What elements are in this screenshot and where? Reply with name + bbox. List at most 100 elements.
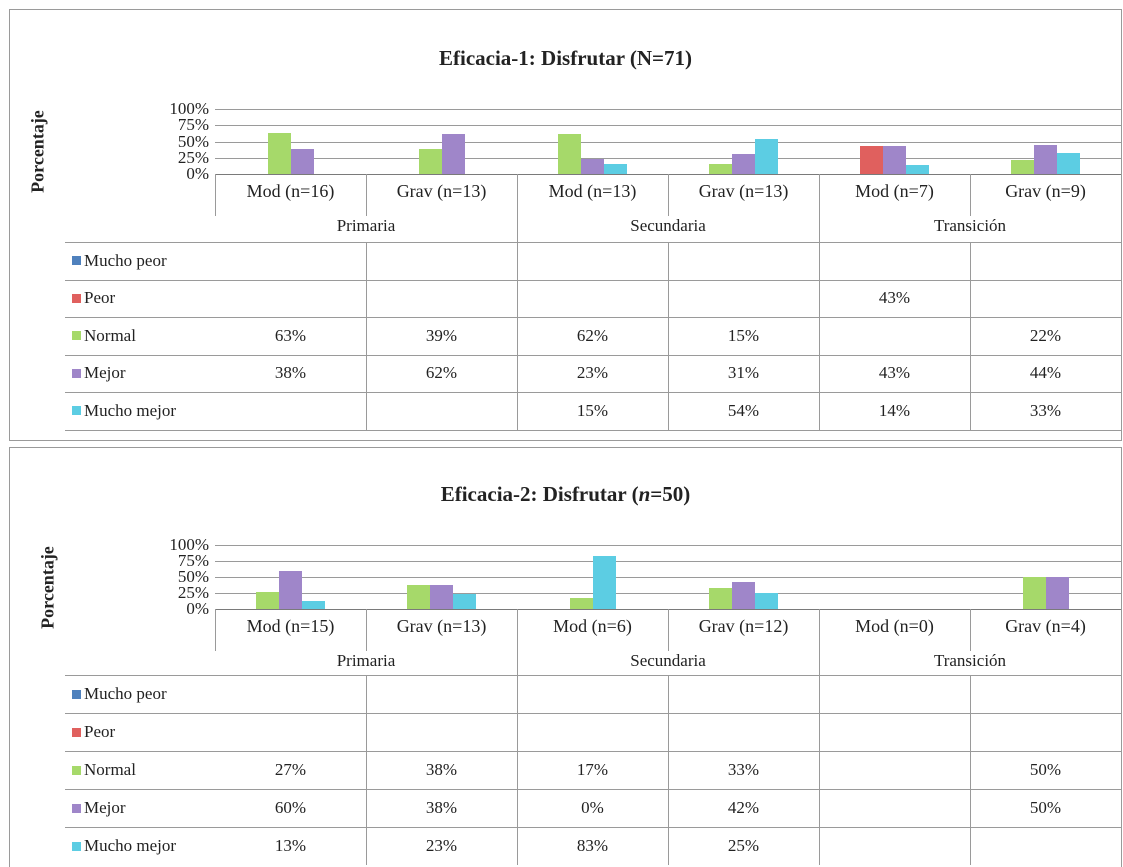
- group-divider: [819, 216, 820, 242]
- data-label: 42%: [727, 798, 760, 817]
- chart-title-italic: n: [638, 482, 651, 506]
- legend-swatch: [72, 406, 81, 416]
- bar-mucho-mejor: [755, 593, 778, 609]
- bar-mejor: [732, 153, 755, 174]
- table-row-line: [65, 317, 1121, 318]
- gridline: [215, 577, 1121, 578]
- chart-panel-2: Eficacia-2: Disfrutar (n=50) Porcentaje 1…: [9, 447, 1122, 867]
- legend-row-label: Peor: [72, 713, 115, 751]
- x-tick-label: Mod (n=16): [246, 181, 335, 201]
- bar-mucho-mejor: [302, 600, 325, 609]
- legend-swatch: [72, 256, 81, 266]
- table-col-line: [517, 242, 518, 430]
- category-divider: [215, 174, 216, 216]
- y-tick-label: 0%: [186, 599, 209, 618]
- bar-mucho-mejor: [906, 164, 929, 174]
- legend-text: Mucho peor: [84, 684, 167, 703]
- table-col-line: [517, 675, 518, 865]
- data-label: 17%: [576, 760, 609, 779]
- gridline: [215, 593, 1121, 594]
- data-label: 43%: [878, 363, 911, 383]
- group-label: Primaria: [336, 651, 396, 670]
- x-tick-label: Mod (n=0): [855, 616, 934, 636]
- category-divider: [970, 174, 971, 216]
- legend-swatch: [72, 331, 81, 341]
- y-tick-label: 100%: [169, 535, 209, 554]
- group-label: Secundaria: [630, 216, 706, 235]
- table-row-line: [65, 789, 1121, 790]
- legend-text: Mucho mejor: [84, 400, 177, 420]
- y-tick-label: 0%: [186, 164, 209, 183]
- data-label: 43%: [878, 288, 911, 308]
- data-label: 50%: [1029, 760, 1062, 779]
- data-label: 14%: [878, 400, 911, 420]
- y-tick-label: 100%: [169, 99, 209, 118]
- table-col-line: [366, 675, 367, 865]
- legend-row-label: Normal: [72, 751, 136, 789]
- x-tick-label: Grav (n=13): [396, 616, 487, 636]
- legend-row-label: Mejor: [72, 789, 126, 827]
- table-col-line: [668, 242, 669, 430]
- legend-text: Normal: [84, 760, 136, 779]
- group-divider: [819, 651, 820, 675]
- x-tick-label: Mod (n=13): [548, 181, 637, 201]
- x-tick-label: Grav (n=13): [698, 181, 789, 201]
- table-row-line: [65, 713, 1121, 714]
- legend-text: Mejor: [84, 798, 126, 817]
- bar-mucho-mejor: [592, 555, 616, 609]
- data-label: 63%: [274, 325, 307, 345]
- legend-swatch: [72, 803, 81, 813]
- x-tick-label: Grav (n=12): [698, 616, 789, 636]
- y-tick-label: 75%: [177, 551, 209, 570]
- legend-row-label: Peor: [72, 280, 115, 318]
- data-label: 38%: [274, 363, 307, 383]
- gridline: [215, 125, 1121, 127]
- data-label: 15%: [727, 325, 760, 345]
- table-col-line: [668, 675, 669, 865]
- bar-normal: [256, 591, 279, 609]
- legend-swatch: [72, 841, 81, 851]
- data-label: 50%: [1029, 798, 1062, 817]
- data-label: 38%: [425, 760, 458, 779]
- legend-row-label: Mucho peor: [72, 242, 167, 280]
- bar-peor: [860, 146, 883, 174]
- gridline: [215, 561, 1121, 562]
- bar-normal: [569, 598, 593, 609]
- bar-mejor: [883, 146, 906, 174]
- table-col-line: [970, 242, 971, 430]
- y-tick-label: 75%: [177, 115, 209, 135]
- data-label: 27%: [274, 760, 307, 779]
- chart-title-rest: =50): [650, 482, 691, 506]
- table-row-line: [65, 429, 1121, 431]
- table-col-line: [819, 242, 820, 430]
- bar-normal: [558, 133, 581, 174]
- data-label: 83%: [576, 836, 609, 855]
- legend-text: Peor: [84, 288, 116, 308]
- table-row-line: [65, 675, 1121, 676]
- category-divider: [819, 174, 820, 216]
- gridline: [215, 109, 1121, 110]
- bar-mejor: [430, 584, 453, 609]
- data-label: 33%: [727, 760, 760, 779]
- data-label: 31%: [727, 363, 760, 383]
- category-divider: [668, 174, 669, 216]
- legend-row-label: Mucho peor: [72, 675, 167, 713]
- data-label: 62%: [576, 325, 609, 345]
- chart-title: Eficacia-1: Disfrutar (N=71): [438, 46, 692, 70]
- category-divider: [517, 174, 518, 216]
- legend-swatch: [72, 689, 81, 699]
- bar-mejor: [581, 159, 604, 174]
- data-label: 60%: [274, 798, 307, 817]
- y-axis-label: Porcentaje: [27, 110, 48, 193]
- data-label: 25%: [727, 836, 760, 855]
- table-col-line: [970, 675, 971, 865]
- bar-mejor: [1034, 145, 1057, 174]
- bar-mejor: [279, 570, 302, 609]
- category-divider: [517, 609, 518, 651]
- data-label: 62%: [425, 363, 458, 383]
- y-tick-label: 25%: [177, 583, 209, 602]
- x-tick-label: Mod (n=6): [553, 616, 632, 636]
- bar-normal: [407, 584, 430, 609]
- y-tick-label: 50%: [177, 131, 209, 151]
- legend-text: Mejor: [84, 363, 126, 383]
